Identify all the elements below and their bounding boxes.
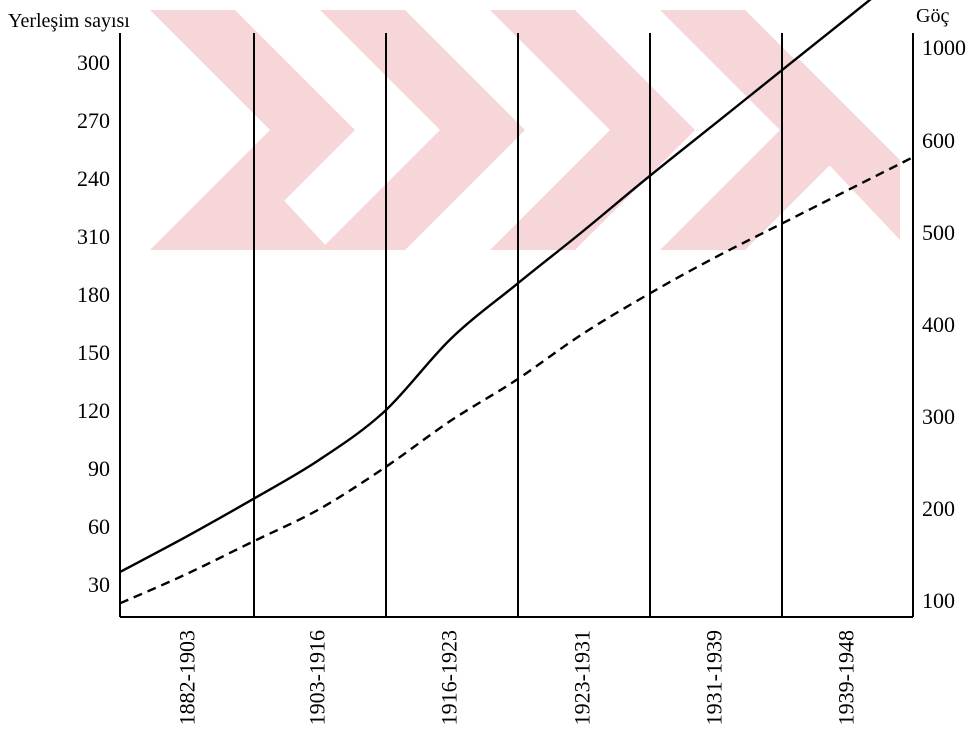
x-tick-label: 1882-1903	[175, 630, 200, 725]
x-tick-label: 1923-1931	[570, 630, 595, 725]
y2-tick-label: 300	[922, 404, 955, 429]
y-tick-label: 270	[77, 108, 110, 133]
y2-tick-label: 400	[922, 312, 955, 337]
watermark-logo	[150, 10, 900, 250]
y-tick-label: 300	[77, 50, 110, 75]
x-tick-label: 1939-1948	[834, 630, 859, 725]
watermark-stripe	[490, 10, 695, 250]
x-tick-label: 1903-1916	[305, 630, 330, 725]
y-tick-label: 240	[77, 166, 110, 191]
y2-tick-label: 100	[922, 588, 955, 613]
x-tick-label: 1931-1939	[702, 630, 727, 725]
series-line-dashed	[119, 156, 914, 605]
watermark-stripe	[150, 10, 355, 250]
series-line-solid	[119, 0, 872, 574]
y-tick-label: 90	[88, 456, 110, 481]
y-axis-title-left: Yerleşim sayısı	[8, 10, 130, 32]
vertical-grid	[253, 33, 783, 617]
x-tick-label: 1916-1923	[437, 630, 462, 725]
right-tick-labels: 1000 600 500 400 300 200 100	[922, 35, 966, 613]
y2-tick-label: 600	[922, 128, 955, 153]
y-tick-label: 120	[77, 398, 110, 423]
y2-tick-label: 1000	[922, 35, 966, 60]
axes	[119, 33, 914, 618]
y2-tick-label: 200	[922, 496, 955, 521]
y2-tick-label: 500	[922, 220, 955, 245]
watermark-stripe	[235, 180, 330, 250]
series-lines	[119, 0, 914, 605]
y-tick-label: 180	[77, 282, 110, 307]
y-tick-label: 60	[88, 514, 110, 539]
y-tick-label: 310	[77, 224, 110, 249]
y-tick-label: 30	[88, 572, 110, 597]
left-tick-labels: 300 270 240 310 180 150 120 90 60 30	[77, 50, 110, 597]
watermark-stripe	[320, 10, 525, 250]
y-axis-title-right: Göç	[916, 5, 949, 27]
y-tick-label: 150	[77, 340, 110, 365]
x-tick-labels: 1882-1903 1903-1916 1916-1923 1923-1931 1931…	[175, 630, 859, 725]
watermark-stripe	[730, 60, 900, 240]
